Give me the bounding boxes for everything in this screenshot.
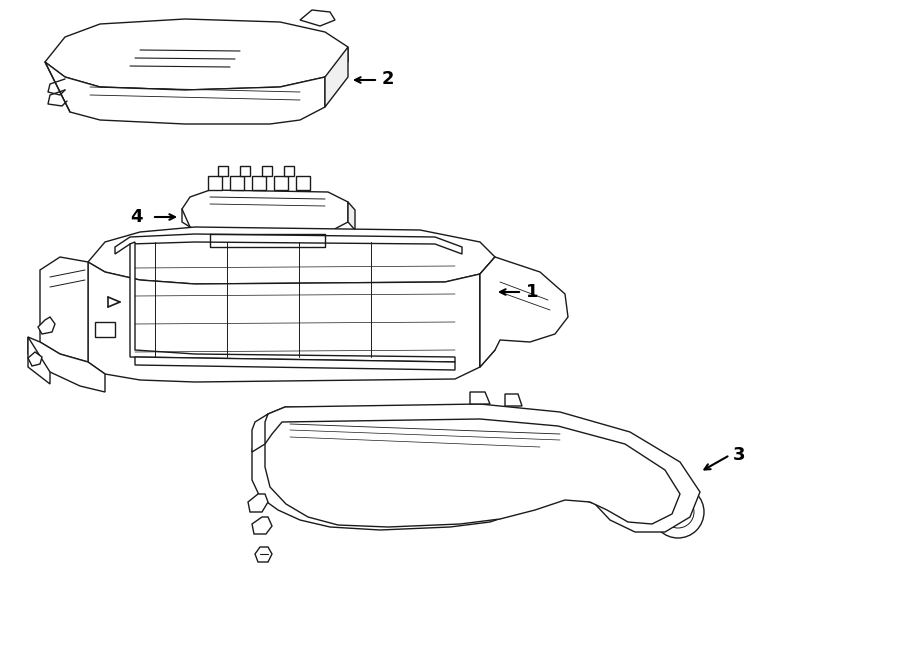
Polygon shape <box>130 242 455 362</box>
Polygon shape <box>252 414 268 452</box>
Polygon shape <box>325 47 348 107</box>
Polygon shape <box>40 257 88 362</box>
Polygon shape <box>505 394 522 406</box>
Polygon shape <box>255 407 300 437</box>
Polygon shape <box>182 190 348 234</box>
Polygon shape <box>135 357 455 370</box>
Polygon shape <box>248 494 268 512</box>
Polygon shape <box>218 166 228 176</box>
Polygon shape <box>470 392 490 404</box>
Polygon shape <box>28 337 105 392</box>
Polygon shape <box>480 257 495 367</box>
Polygon shape <box>88 262 480 382</box>
Text: 4: 4 <box>130 208 142 226</box>
Polygon shape <box>300 10 335 26</box>
Polygon shape <box>38 317 55 334</box>
Text: 2: 2 <box>382 70 394 88</box>
Polygon shape <box>208 176 222 190</box>
Circle shape <box>652 486 704 538</box>
Polygon shape <box>348 202 355 230</box>
Polygon shape <box>252 404 700 532</box>
Polygon shape <box>284 166 294 176</box>
Polygon shape <box>265 419 680 527</box>
Polygon shape <box>28 337 50 384</box>
Polygon shape <box>45 19 348 90</box>
Polygon shape <box>480 257 568 367</box>
Text: 1: 1 <box>526 283 538 301</box>
Polygon shape <box>45 62 325 124</box>
Polygon shape <box>230 176 244 190</box>
Circle shape <box>536 279 550 293</box>
Polygon shape <box>262 166 272 176</box>
Polygon shape <box>88 227 495 284</box>
Polygon shape <box>296 176 310 190</box>
Polygon shape <box>240 166 250 176</box>
Polygon shape <box>95 322 115 337</box>
Polygon shape <box>115 234 462 254</box>
Circle shape <box>662 496 694 528</box>
Polygon shape <box>255 547 272 562</box>
Polygon shape <box>28 352 42 366</box>
Polygon shape <box>210 234 240 247</box>
Polygon shape <box>252 176 266 190</box>
Polygon shape <box>252 517 272 534</box>
Text: 3: 3 <box>733 446 745 464</box>
Polygon shape <box>274 176 288 190</box>
Polygon shape <box>260 234 295 247</box>
